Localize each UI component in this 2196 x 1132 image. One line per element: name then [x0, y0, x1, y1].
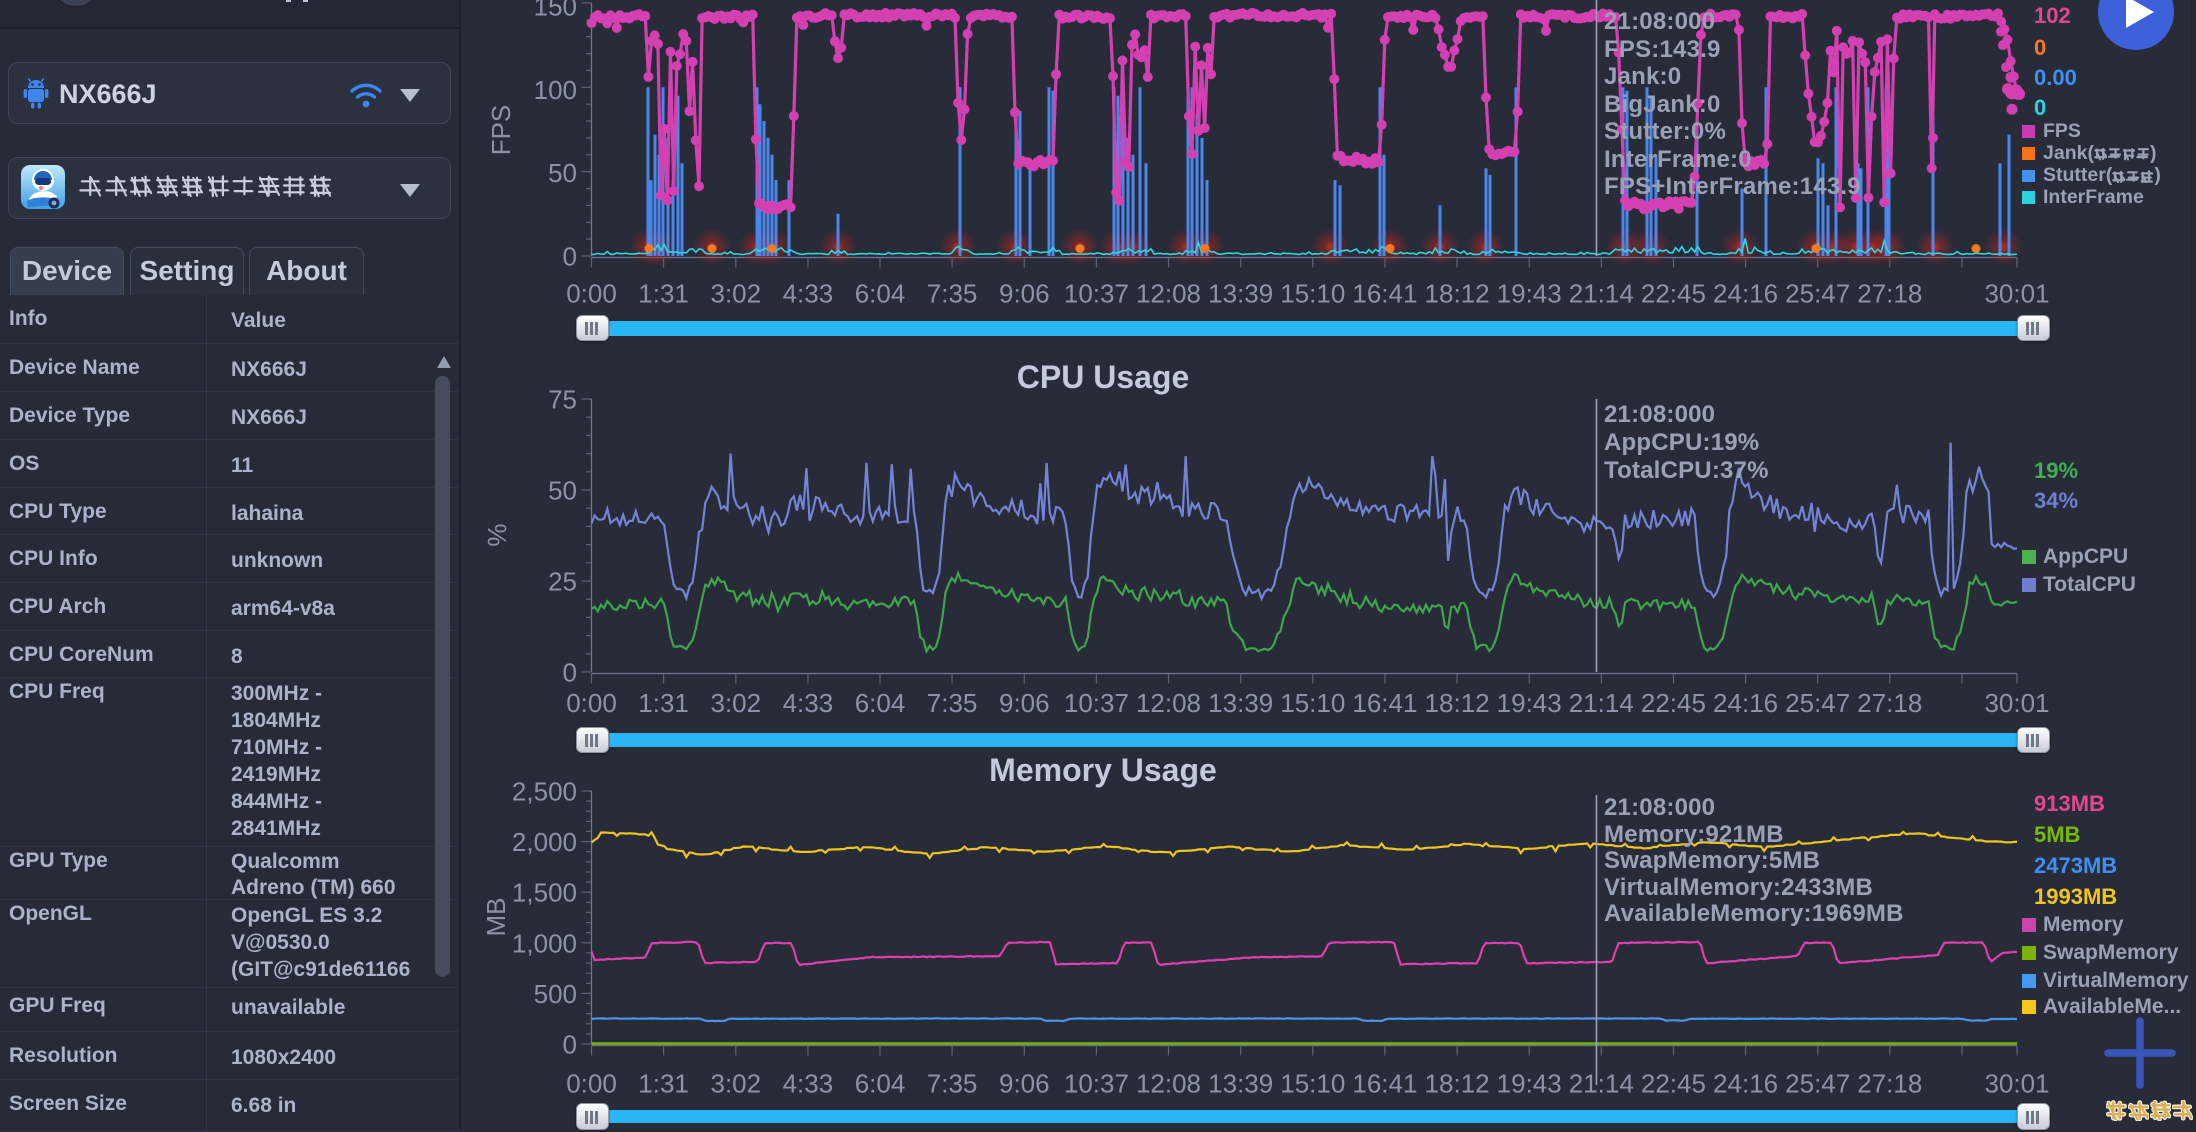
svg-text:21:14: 21:14: [1569, 1069, 1634, 1099]
svg-text:9:06: 9:06: [999, 279, 1050, 309]
svg-text:3:02: 3:02: [710, 1069, 761, 1099]
svg-text:6:04: 6:04: [855, 1069, 906, 1099]
svg-text:27:18: 27:18: [1857, 1069, 1922, 1099]
svg-text:15:10: 15:10: [1280, 1069, 1345, 1099]
svg-text:7:35: 7:35: [927, 1069, 978, 1099]
svg-text:15:10: 15:10: [1280, 688, 1345, 718]
svg-text:24:16: 24:16: [1713, 1069, 1778, 1099]
svg-text:27:18: 27:18: [1857, 279, 1922, 309]
svg-text:0:00: 0:00: [566, 1069, 617, 1099]
svg-text:0:00: 0:00: [566, 279, 617, 309]
svg-text:7:35: 7:35: [927, 688, 978, 718]
svg-text:16:41: 16:41: [1352, 1069, 1417, 1099]
svg-text:100: 100: [534, 75, 577, 105]
svg-text:18:12: 18:12: [1425, 688, 1490, 718]
svg-text:22:45: 22:45: [1641, 279, 1706, 309]
svg-text:1:31: 1:31: [638, 279, 689, 309]
svg-text:22:45: 22:45: [1641, 688, 1706, 718]
svg-text:19:43: 19:43: [1497, 688, 1562, 718]
svg-text:150: 150: [534, 0, 577, 22]
svg-text:25:47: 25:47: [1785, 279, 1850, 309]
svg-text:30:01: 30:01: [1984, 688, 2049, 718]
svg-text:9:06: 9:06: [999, 688, 1050, 718]
svg-text:4:33: 4:33: [783, 1069, 834, 1099]
svg-text:50: 50: [548, 158, 577, 188]
svg-text:%: %: [482, 523, 512, 546]
svg-text:12:08: 12:08: [1136, 1069, 1201, 1099]
svg-text:16:41: 16:41: [1352, 279, 1417, 309]
svg-text:25: 25: [548, 567, 577, 597]
svg-text:18:12: 18:12: [1425, 279, 1490, 309]
svg-text:19:43: 19:43: [1497, 1069, 1562, 1099]
svg-text:6:04: 6:04: [855, 688, 906, 718]
svg-text:19:43: 19:43: [1497, 279, 1562, 309]
svg-text:1,000: 1,000: [512, 928, 577, 958]
svg-text:0:00: 0:00: [566, 688, 617, 718]
svg-text:FPS: FPS: [486, 105, 516, 156]
svg-text:12:08: 12:08: [1136, 688, 1201, 718]
svg-text:10:37: 10:37: [1064, 1069, 1129, 1099]
svg-text:25:47: 25:47: [1785, 1069, 1850, 1099]
svg-text:1,500: 1,500: [512, 878, 577, 908]
svg-text:50: 50: [548, 476, 577, 506]
svg-text:13:39: 13:39: [1208, 688, 1273, 718]
svg-text:75: 75: [548, 385, 577, 415]
svg-text:15:10: 15:10: [1280, 279, 1345, 309]
svg-text:16:41: 16:41: [1352, 688, 1417, 718]
svg-text:10:37: 10:37: [1064, 279, 1129, 309]
svg-text:4:33: 4:33: [783, 688, 834, 718]
svg-text:27:18: 27:18: [1857, 688, 1922, 718]
svg-text:2,000: 2,000: [512, 827, 577, 857]
svg-text:MB: MB: [481, 898, 511, 937]
svg-text:24:16: 24:16: [1713, 688, 1778, 718]
svg-text:2,500: 2,500: [512, 777, 577, 807]
svg-text:10:37: 10:37: [1064, 688, 1129, 718]
svg-text:9:06: 9:06: [999, 1069, 1050, 1099]
svg-text:13:39: 13:39: [1208, 1069, 1273, 1099]
svg-text:0: 0: [563, 658, 577, 688]
svg-text:18:12: 18:12: [1425, 1069, 1490, 1099]
svg-text:4:33: 4:33: [783, 279, 834, 309]
svg-text:24:16: 24:16: [1713, 279, 1778, 309]
svg-text:13:39: 13:39: [1208, 279, 1273, 309]
svg-text:25:47: 25:47: [1785, 688, 1850, 718]
svg-text:0: 0: [563, 1030, 577, 1060]
svg-text:1:31: 1:31: [638, 688, 689, 718]
svg-text:7:35: 7:35: [927, 279, 978, 309]
svg-text:12:08: 12:08: [1136, 279, 1201, 309]
svg-text:0: 0: [563, 242, 577, 272]
svg-text:22:45: 22:45: [1641, 1069, 1706, 1099]
svg-text:30:01: 30:01: [1984, 279, 2049, 309]
svg-text:3:02: 3:02: [710, 688, 761, 718]
svg-text:6:04: 6:04: [855, 279, 906, 309]
svg-text:30:01: 30:01: [1984, 1069, 2049, 1099]
svg-text:500: 500: [534, 979, 577, 1009]
svg-text:3:02: 3:02: [710, 279, 761, 309]
svg-text:21:14: 21:14: [1569, 688, 1634, 718]
svg-text:1:31: 1:31: [638, 1069, 689, 1099]
svg-text:21:14: 21:14: [1569, 279, 1634, 309]
